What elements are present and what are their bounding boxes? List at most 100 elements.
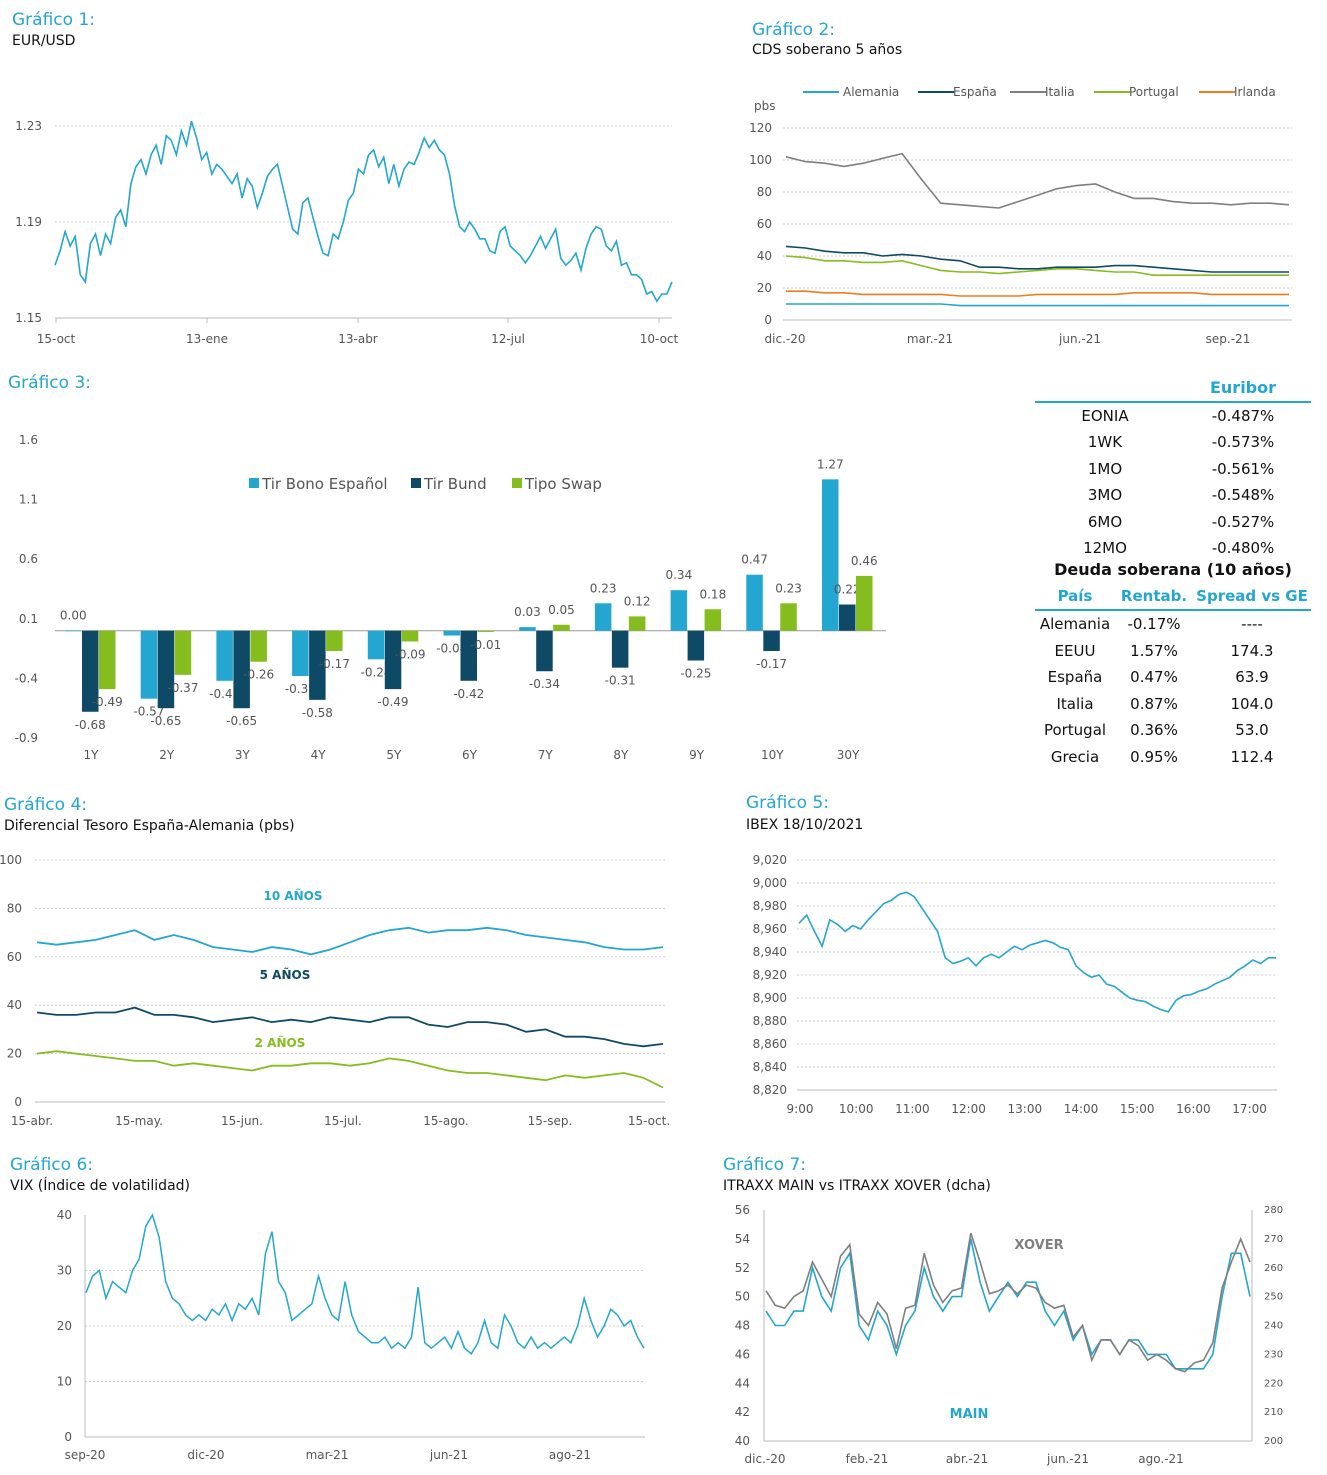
y-tick-label: 0 — [14, 1095, 22, 1109]
x-tick-label: jun.-21 — [1058, 332, 1101, 346]
y-tick-label: 60 — [7, 950, 22, 964]
x-tick-label: jun-21 — [429, 1448, 468, 1462]
data-label: 0.34 — [665, 568, 692, 582]
series-line — [36, 926, 664, 956]
series-line-alemania — [786, 303, 1289, 307]
euribor-rate: -0.487% — [1211, 406, 1275, 425]
x-tick-label: sep.-21 — [1206, 332, 1251, 346]
euribor-header: Euribor — [1209, 377, 1277, 397]
series-line-españa — [785, 245, 1289, 273]
x-tick-label: mar-21 — [306, 1448, 349, 1462]
x-tick-label: 13-ene — [186, 332, 228, 346]
main-line — [765, 1238, 1251, 1370]
y-tick-label: -0.4 — [15, 671, 38, 685]
series-line — [36, 1006, 664, 1048]
y-tick-label: 46 — [735, 1347, 750, 1361]
x-tick-label: 9Y — [689, 748, 705, 762]
x-tick-label: ago.-21 — [1138, 1452, 1184, 1466]
x-tick-label: sep-20 — [65, 1448, 106, 1462]
x-tick-label: 2Y — [159, 748, 175, 762]
bar-0 — [822, 479, 839, 631]
chart1-subtitle: EUR/USD — [12, 33, 76, 49]
chart1-title: Gráfico 1: — [12, 10, 95, 30]
y-tick-label: 8,980 — [753, 899, 787, 913]
data-label: -0.17 — [319, 657, 350, 671]
data-label: -0.25 — [680, 667, 711, 681]
data-label: -0.17 — [756, 657, 787, 671]
y-tick-label: 40 — [757, 249, 772, 263]
country-name: España — [1047, 668, 1103, 687]
bar-2 — [704, 609, 722, 631]
country-spread: 174.3 — [1230, 641, 1274, 660]
data-label: 0.23 — [775, 581, 802, 595]
bar-0 — [670, 590, 688, 631]
data-label: -0.26 — [243, 668, 274, 682]
country-yield: 0.95% — [1130, 747, 1178, 766]
sovereign-debt-table: Deuda soberana (10 años) País Rentab. Sp… — [1035, 556, 1311, 770]
x-tick-label: 13:00 — [1008, 1102, 1043, 1116]
bar-1 — [839, 604, 856, 631]
x-tick-label: 4Y — [311, 748, 327, 762]
y-tick-label: 100 — [749, 153, 772, 167]
bar-0 — [443, 630, 460, 636]
y-axis-unit: pbs — [754, 99, 776, 113]
euribor-rate: -0.480% — [1211, 539, 1275, 558]
euribor-tenor: 6MO — [1087, 512, 1123, 531]
chart1-eurusd: 1.23 1.19 1.15 15-oct 13-ene 13-abr 12-jul 10-o… — [15, 119, 678, 346]
x-tick-label: abr.-21 — [946, 1452, 988, 1466]
main-annotation: MAIN — [950, 1407, 989, 1422]
x-tick-label: 8Y — [613, 748, 629, 762]
y-tick-label: 1.19 — [15, 215, 42, 229]
euribor-row: 3MO -0.548% — [1035, 482, 1311, 509]
y-tick-label: 0 — [764, 313, 772, 327]
x-tick-label: 15:00 — [1120, 1102, 1155, 1116]
bar-1 — [384, 630, 402, 690]
xover-line — [765, 1232, 1251, 1373]
data-label: -0.65 — [150, 714, 181, 728]
x-tick-label: 15-sep. — [528, 1114, 573, 1128]
chart7-title: Gráfico 7: — [723, 1155, 806, 1175]
y-tick-label: 30 — [57, 1264, 72, 1278]
bar-1 — [460, 630, 477, 681]
data-label: -0.49 — [92, 695, 123, 709]
bar-2 — [780, 603, 797, 631]
x-tick-label: 15-may. — [115, 1114, 163, 1128]
x-tick-label: 30Y — [837, 748, 860, 762]
y-tick-label: 0.6 — [19, 552, 38, 566]
series-line-irlanda — [786, 290, 1289, 297]
y-tick-label: 40 — [7, 998, 22, 1012]
y-tick-label: 40 — [735, 1434, 750, 1448]
sovereign-row: Alemania -0.17% ---- — [1035, 610, 1311, 638]
country-spread: ---- — [1241, 615, 1263, 634]
y-tick-label: 60 — [757, 217, 772, 231]
data-label: -0.57 — [133, 705, 164, 719]
y-tick-label: 48 — [735, 1319, 750, 1333]
col-country: País — [1057, 586, 1093, 605]
chart4-title: Gráfico 4: — [4, 795, 87, 815]
eurusd-line — [54, 120, 673, 303]
data-label: -0.34 — [529, 677, 560, 691]
sovereign-row: Italia 0.87% 104.0 — [1035, 691, 1311, 718]
country-yield: 0.47% — [1130, 668, 1178, 687]
y-tick-label: 8,840 — [753, 1060, 787, 1074]
country-spread: 63.9 — [1235, 668, 1269, 687]
y-tick-label: 1.23 — [15, 119, 42, 133]
chart2-title: Gráfico 2: — [752, 20, 835, 40]
legend-label: Irlanda — [1234, 85, 1276, 99]
euribor-table: Euribor EONIA -0.487% 1WK -0.573% 1MO -0.561%… — [1035, 374, 1311, 562]
data-label: -0.65 — [226, 714, 257, 728]
country-name: Italia — [1056, 694, 1094, 713]
legend-swatch — [249, 478, 259, 488]
country-spread: 53.0 — [1235, 721, 1269, 740]
bar-0 — [594, 603, 612, 631]
bar-1 — [157, 630, 175, 709]
y-tick-label: 8,960 — [753, 922, 787, 936]
sovereign-row: Portugal 0.36% 53.0 — [1035, 717, 1311, 744]
country-name: EEUU — [1054, 641, 1096, 660]
chart7-subtitle: ITRAXX MAIN vs ITRAXX XOVER (dcha) — [723, 1178, 991, 1194]
bar-0 — [140, 630, 158, 699]
y-tick-label: 8,920 — [753, 968, 787, 982]
data-label: -0.49 — [378, 695, 409, 709]
chart4-subtitle: Diferencial Tesoro España-Alemania (pbs) — [4, 818, 295, 834]
